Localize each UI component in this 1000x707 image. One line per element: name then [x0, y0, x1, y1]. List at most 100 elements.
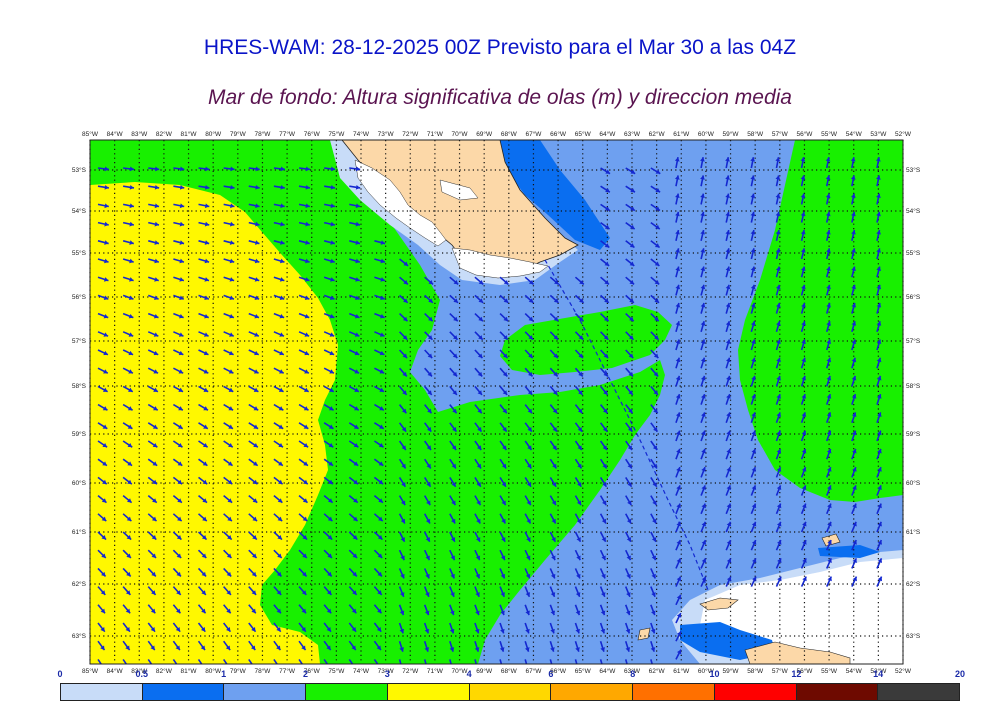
wave-direction-arrow: [876, 485, 882, 496]
wave-direction-arrow: [248, 422, 259, 430]
wave-direction-arrow: [574, 313, 584, 322]
colorbar-tick-label: 0.5: [135, 669, 149, 679]
wave-direction-arrow: [198, 349, 209, 356]
wave-direction-arrow: [825, 357, 832, 369]
wave-direction-arrow: [800, 193, 806, 205]
wave-direction-arrow: [348, 549, 358, 559]
coastal-ice: [354, 159, 447, 247]
wave-direction-arrow: [524, 640, 530, 652]
wave-direction-arrow: [574, 276, 585, 285]
wave-direction-arrow: [876, 193, 881, 205]
wave-direction-arrow: [449, 440, 457, 451]
wave-direction-arrow: [750, 284, 756, 296]
wave-direction-arrow: [298, 494, 309, 504]
wave-direction-arrow: [599, 495, 607, 506]
wave-direction-arrow: [223, 458, 234, 467]
lon-label: 78°W: [254, 130, 271, 138]
sea-band-2-3m-lobe: [500, 305, 672, 375]
wave-direction-arrow: [373, 440, 384, 448]
wave-direction-arrow: [750, 302, 756, 314]
wave-direction-arrow: [248, 458, 259, 467]
wave-direction-arrow: [549, 549, 556, 561]
wave-direction-arrow: [725, 539, 732, 551]
wave-direction-arrow: [800, 448, 807, 460]
wave-direction-arrow: [248, 331, 260, 337]
wave-direction-arrow: [800, 157, 806, 169]
wave-direction-arrow: [223, 622, 232, 633]
wave-direction-arrow: [875, 157, 881, 169]
wave-direction-arrow: [97, 531, 107, 541]
wave-direction-arrow: [675, 211, 680, 223]
wave-direction-arrow: [298, 531, 308, 541]
wave-direction-arrow: [398, 313, 409, 322]
wave-direction-arrow: [122, 531, 132, 541]
colorbar-swatch: [61, 684, 143, 700]
wave-direction-arrow: [800, 375, 807, 387]
wave-direction-arrow: [650, 549, 657, 561]
wave-direction-arrow: [147, 513, 158, 522]
wave-direction-arrow: [424, 313, 434, 322]
wave-direction-arrow: [775, 448, 782, 460]
wave-direction-arrow: [198, 494, 208, 504]
boundary-dashed-line: [544, 259, 709, 591]
wave-direction-arrow: [399, 258, 409, 267]
wave-direction-arrow: [147, 312, 159, 319]
wave-direction-arrow: [223, 203, 235, 209]
wave-direction-arrow: [348, 567, 358, 577]
wave-direction-arrow: [423, 604, 430, 616]
wave-direction-arrow: [876, 248, 881, 260]
wave-direction-arrow: [197, 567, 207, 577]
wave-direction-arrow: [273, 184, 285, 190]
wave-direction-arrow: [650, 586, 656, 598]
wave-direction-arrow: [574, 604, 581, 616]
wave-direction-arrow: [122, 586, 132, 596]
wave-direction-arrow: [97, 349, 109, 356]
wave-direction-arrow: [750, 430, 756, 442]
wave-direction-arrow: [248, 567, 257, 577]
wave-direction-arrow: [173, 184, 185, 190]
wave-direction-arrow: [198, 203, 210, 209]
wave-direction-arrow: [97, 166, 110, 172]
wave-direction-arrow: [775, 485, 782, 496]
wave-direction-arrow: [122, 622, 131, 633]
lat-label: 62°S: [72, 580, 87, 588]
lat-label: 61°S: [72, 528, 87, 536]
wave-direction-arrow: [373, 622, 382, 633]
wave-direction-arrow: [373, 476, 384, 485]
wave-direction-arrow: [750, 248, 756, 260]
wave-direction-arrow: [197, 640, 206, 651]
wave-direction-arrow: [248, 221, 260, 227]
wave-direction-arrow: [524, 531, 531, 543]
wave-direction-arrow: [675, 576, 682, 587]
wave-direction-arrow: [625, 513, 632, 524]
wave-direction-arrow: [499, 367, 508, 377]
wave-direction-arrow: [524, 404, 533, 414]
wave-direction-arrow: [775, 576, 782, 587]
wave-direction-arrow: [650, 604, 656, 616]
map-title: HRES-WAM: 28-12-2025 00Z Previsto para e…: [203, 36, 797, 59]
wave-direction-arrow: [851, 430, 857, 442]
wave-direction-arrow: [650, 440, 658, 451]
wave-direction-arrow: [349, 221, 361, 227]
wave-direction-arrow: [122, 567, 132, 577]
wave-direction-arrow: [499, 349, 509, 359]
wave-direction-arrow: [499, 531, 506, 543]
wave-direction-arrow: [273, 240, 285, 245]
wave-direction-arrow: [549, 294, 560, 304]
wave-direction-arrow: [97, 422, 108, 430]
map-subtitle: Mar de fondo: Altura significativa de ol…: [208, 86, 792, 109]
wave-direction-arrow: [700, 375, 706, 387]
wave-direction-arrow: [725, 157, 730, 169]
wave-direction-arrow: [524, 604, 530, 616]
wave-direction-arrow: [876, 448, 882, 460]
wave-direction-arrow: [173, 312, 184, 319]
lon-label: 69°W: [476, 130, 493, 138]
wave-direction-arrow: [172, 567, 182, 577]
wave-direction-arrow: [700, 321, 706, 333]
wave-direction-arrow: [750, 412, 756, 424]
wave-direction-arrow: [775, 412, 782, 424]
wave-direction-arrow: [97, 184, 109, 190]
wave-direction-arrow: [750, 339, 756, 351]
wave-direction-arrow: [198, 440, 209, 448]
colorbar-swatch: [551, 684, 634, 700]
